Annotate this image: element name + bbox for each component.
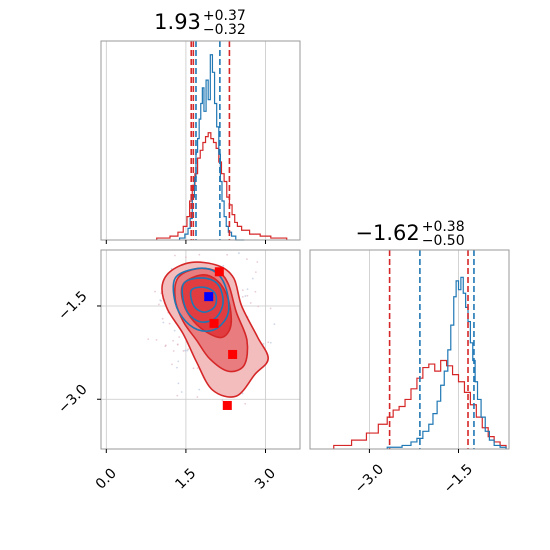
sample-point (154, 290, 156, 293)
sample-point (155, 338, 158, 341)
sample-point (241, 289, 244, 292)
histogram-panel-y: −3.0 −1.5 (309, 249, 510, 497)
title-y-upper-error: +0.38 (422, 219, 465, 235)
sample-point (168, 322, 171, 325)
histogram-blue-series (178, 54, 245, 241)
sample-point (257, 305, 260, 308)
sample-point (161, 317, 164, 320)
title-x-lower-error: −0.32 (203, 22, 246, 38)
sample-point (176, 394, 179, 397)
sample-point (162, 321, 165, 324)
sample-point (174, 254, 176, 257)
histogram-blue-series (386, 276, 507, 449)
sample-point (196, 367, 199, 370)
sample-point (241, 392, 244, 395)
sample-point (241, 295, 244, 298)
panel-frame (100, 249, 301, 450)
sample-point (157, 303, 160, 306)
marker-red-square (209, 318, 219, 328)
contour-blue-level-3 (189, 286, 218, 313)
sample-point (249, 302, 252, 304)
marker-red-square (214, 267, 224, 277)
sample-point (176, 343, 179, 346)
sample-point (262, 342, 265, 345)
title-y-lower-error: −0.50 (422, 233, 465, 249)
sample-point (246, 288, 249, 291)
sample-point (226, 253, 229, 256)
x-tick-label: 3.0 (252, 465, 279, 492)
sample-point (186, 349, 189, 352)
sample-point (254, 271, 257, 274)
y-tick-label: −3.0 (55, 382, 90, 417)
x-tick-label: 0.0 (93, 465, 120, 492)
sample-point (254, 290, 257, 293)
histogram-red-series (156, 132, 288, 240)
sample-point (244, 295, 247, 297)
title-y-main: −1.62 (355, 221, 419, 245)
title-param-x: 1.93 (154, 10, 201, 34)
x-tick-label: −1.5 (441, 461, 476, 496)
sample-point (251, 277, 254, 280)
marker-red-square (222, 400, 232, 410)
histogram-red-series (333, 359, 507, 449)
sample-point (147, 338, 150, 341)
sample-point (187, 348, 190, 351)
sample-point (221, 399, 224, 402)
sample-point (267, 341, 270, 344)
histogram-panel-x (100, 40, 301, 244)
contour-blue-level-1 (172, 267, 230, 333)
title-x-upper-error: +0.37 (203, 8, 246, 24)
sample-point (246, 294, 249, 297)
sample-point (256, 261, 259, 263)
title-param-y: −1.62 (355, 221, 419, 245)
sample-point (196, 396, 199, 398)
x-tick-label: −3.0 (352, 461, 387, 496)
sample-point (222, 264, 225, 267)
sample-point (238, 252, 240, 254)
sample-point (184, 349, 187, 352)
sample-point (160, 299, 162, 302)
sample-point (172, 350, 175, 352)
sample-point (177, 360, 180, 363)
sample-point (198, 253, 201, 256)
sample-point (173, 329, 176, 332)
sample-point (164, 344, 167, 347)
marker-red-square (228, 349, 238, 359)
sample-point (198, 388, 201, 391)
panel-frame (100, 40, 301, 241)
sample-point (246, 258, 248, 261)
sample-point (178, 336, 181, 338)
sample-point (269, 341, 272, 344)
sample-point (180, 391, 183, 393)
sample-point (182, 350, 185, 352)
sample-point (244, 402, 247, 405)
contour-blue-level-2 (181, 277, 224, 323)
marker-blue-square (204, 292, 214, 302)
panel-frame (309, 249, 510, 450)
sample-point (269, 307, 272, 310)
sample-point (184, 256, 187, 259)
sample-point (176, 366, 178, 369)
sample-point (177, 382, 180, 385)
y-tick-label: −1.5 (55, 288, 90, 323)
contour-panel-xy: 0.0 1.5 3.0 −1.5 −3.0 (55, 249, 301, 493)
sample-point (192, 367, 195, 370)
sample-point (273, 323, 276, 326)
sample-point (171, 363, 173, 366)
title-x-main: 1.93 (154, 10, 201, 34)
sample-point (172, 339, 175, 342)
x-tick-label: 1.5 (172, 465, 199, 492)
